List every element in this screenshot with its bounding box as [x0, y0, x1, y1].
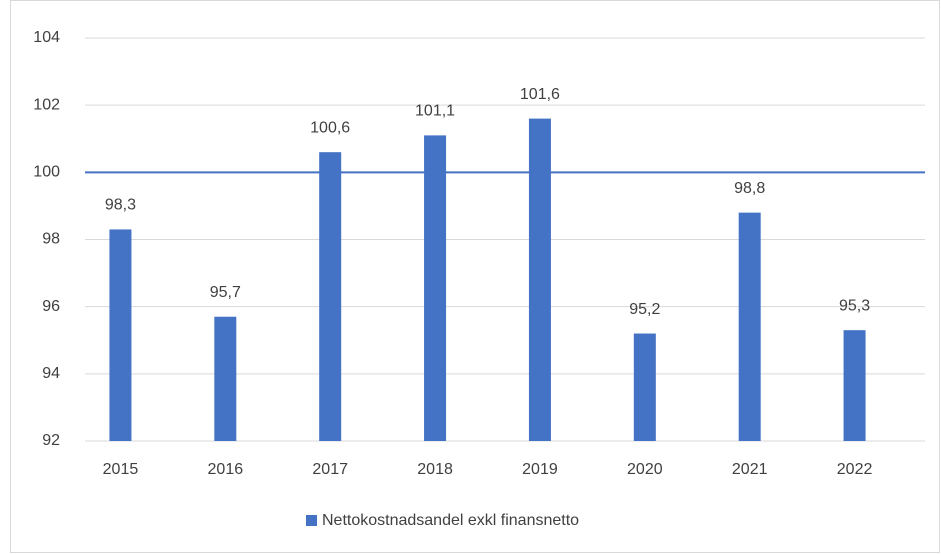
x-tick-label: 2021 — [732, 461, 768, 478]
bar — [528, 118, 551, 441]
x-tick-label: 2020 — [627, 461, 663, 478]
y-tick-label: 102 — [33, 96, 60, 113]
data-label: 98,8 — [734, 180, 765, 197]
y-tick-label: 94 — [42, 365, 60, 382]
y-tick-label: 92 — [42, 432, 60, 449]
bar — [424, 135, 447, 441]
bar — [109, 229, 132, 441]
x-tick-label: 2016 — [208, 461, 244, 478]
x-tick-label: 2017 — [312, 461, 348, 478]
bar — [843, 330, 866, 441]
x-tick-label: 2018 — [417, 461, 453, 478]
y-tick-label: 98 — [42, 231, 60, 248]
bar — [738, 212, 761, 441]
data-label: 95,3 — [839, 297, 870, 314]
bar — [633, 333, 656, 441]
data-label: 100,6 — [310, 119, 350, 136]
y-tick-label: 100 — [33, 164, 60, 181]
chart-border — [10, 0, 940, 553]
x-tick-label: 2022 — [837, 461, 873, 478]
bar — [319, 152, 342, 441]
legend-label: Nettokostnadsandel exkl finansnetto — [322, 512, 579, 529]
y-tick-label: 96 — [42, 298, 60, 315]
x-tick-label: 2015 — [103, 461, 139, 478]
data-label: 95,2 — [629, 301, 660, 318]
y-tick-label: 104 — [33, 29, 60, 46]
data-label: 101,6 — [520, 86, 560, 103]
x-tick-label: 2019 — [522, 461, 558, 478]
bar — [214, 316, 237, 441]
data-label: 101,1 — [415, 103, 455, 120]
data-label: 98,3 — [105, 197, 136, 214]
legend-swatch — [306, 515, 317, 526]
data-label: 95,7 — [210, 284, 241, 301]
